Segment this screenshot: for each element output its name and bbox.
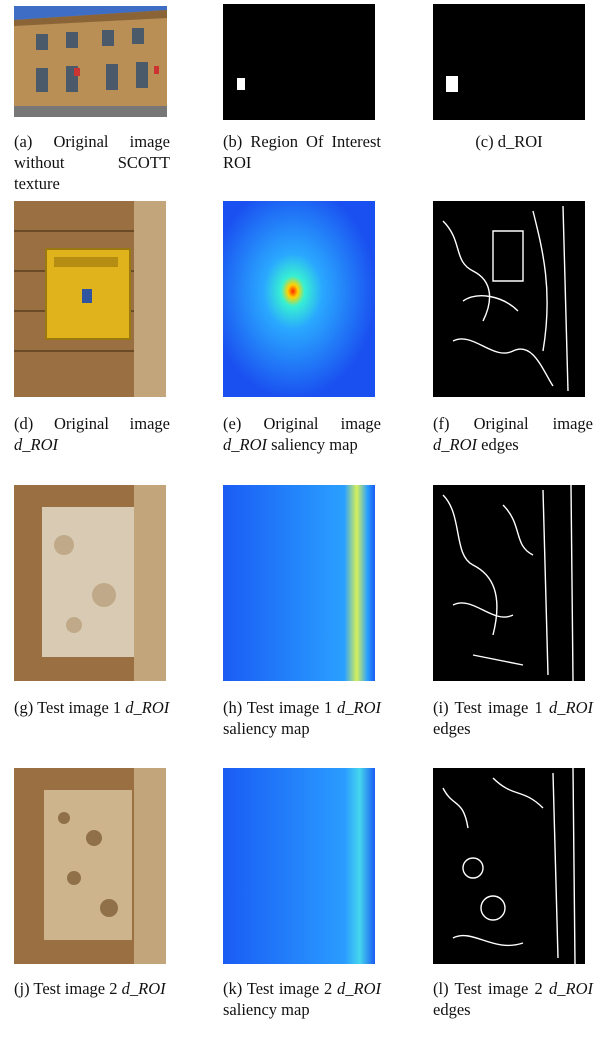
building-facade-image [14, 6, 167, 117]
d-roi-mask-image [433, 4, 585, 120]
caption-b: (b) Region Of Interest ROI [223, 131, 381, 173]
saliency-map-image [223, 485, 375, 681]
saliency-map-image [223, 201, 375, 397]
caption-c: (c) d_ROI [433, 131, 585, 152]
test-image-2 [14, 768, 166, 964]
edge-map-image [433, 201, 585, 397]
edge-map-image [433, 485, 585, 681]
test-image-1 [14, 485, 166, 681]
caption-h: (h) Test image 1 d_ROI saliency map [223, 697, 381, 739]
caption-a: (a) Original image without SCOTT texture [14, 131, 170, 194]
edge-map-image [433, 768, 585, 964]
caption-j: (j) Test image 2 d_ROI [14, 978, 170, 999]
caption-i: (i) Test image 1 d_ROI edges [433, 697, 593, 739]
caption-e: (e) Original image d_ROI saliency map [223, 413, 381, 455]
saliency-map-image [223, 768, 375, 964]
caption-g: (g) Test image 1 d_ROI [14, 697, 170, 718]
caption-d: (d) Original image d_ROI [14, 413, 170, 455]
caption-f: (f) Original image d_ROI edges [433, 413, 593, 455]
caption-l: (l) Test image 2 d_ROI edges [433, 978, 593, 1020]
mailbox-image [14, 201, 166, 397]
roi-mask-image [223, 4, 375, 120]
caption-k: (k) Test image 2 d_ROI saliency map [223, 978, 381, 1020]
